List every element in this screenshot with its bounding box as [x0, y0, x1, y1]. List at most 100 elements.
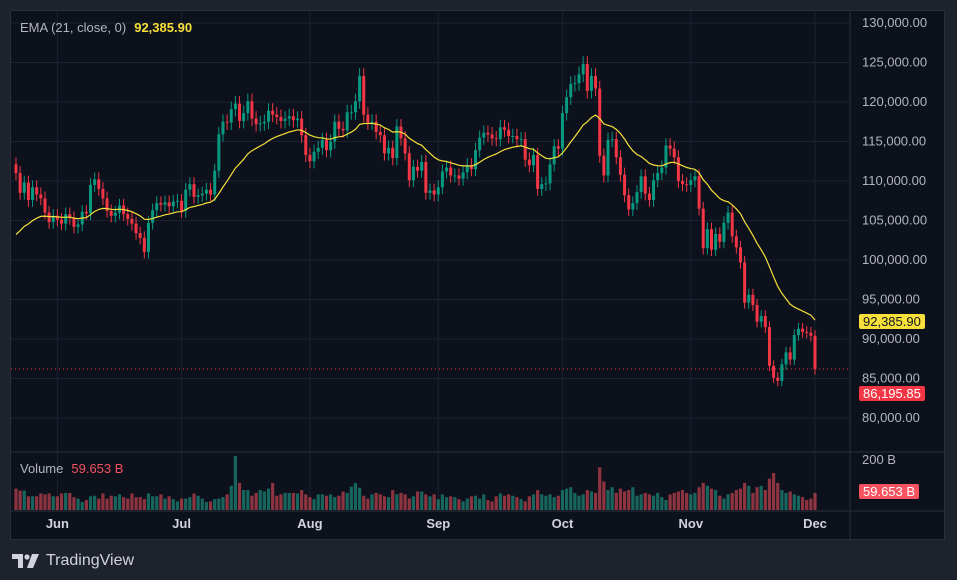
volume-bar — [163, 498, 167, 510]
volume-bar — [221, 497, 225, 510]
candle-down — [271, 110, 275, 115]
volume-bar — [324, 495, 329, 510]
candle-down — [300, 118, 304, 136]
candle-up — [440, 171, 444, 188]
candle-up — [759, 316, 763, 322]
volume-bar — [631, 487, 635, 510]
volume-bar — [353, 482, 358, 510]
y-tick-label: 120,000.00 — [862, 94, 927, 109]
candle-up — [461, 172, 465, 179]
volume-bar — [374, 492, 378, 510]
volume-bar — [486, 500, 490, 510]
volume-bar — [610, 487, 614, 510]
candle-down — [105, 198, 109, 212]
candle-up — [453, 175, 457, 177]
candle-up — [796, 328, 800, 336]
candle-up — [204, 189, 208, 194]
candle-down — [337, 121, 341, 129]
candle-down — [457, 175, 461, 179]
candle-down — [776, 377, 780, 381]
candle-down — [738, 247, 742, 263]
volume-bar — [651, 495, 656, 510]
candle-up — [349, 112, 353, 114]
candle-up — [573, 83, 577, 85]
volume-bar — [68, 492, 72, 510]
candle-down — [801, 328, 805, 332]
candle-up — [577, 74, 581, 84]
volume-bar — [358, 487, 362, 510]
candle-down — [809, 332, 813, 336]
candle-up — [531, 154, 535, 166]
candle-down — [602, 155, 606, 176]
volume-bar — [718, 495, 722, 510]
candle-down — [755, 305, 759, 322]
candle-up — [478, 137, 482, 151]
candle-up — [175, 200, 179, 202]
volume-bar — [511, 495, 515, 510]
volume-bar — [407, 498, 411, 510]
candle-down — [14, 164, 18, 174]
candle-up — [246, 101, 250, 114]
volume-bar — [560, 490, 565, 510]
volume-bar — [275, 495, 279, 510]
volume-bar — [213, 499, 217, 510]
candle-down — [366, 114, 370, 123]
candle-down — [598, 88, 602, 156]
candle-down — [503, 127, 506, 130]
candle-down — [676, 157, 680, 181]
candle-down — [254, 118, 258, 125]
volume-bar — [709, 488, 714, 510]
volume-bar — [316, 494, 320, 510]
tradingview-logo[interactable]: TradingView — [12, 552, 134, 570]
volume-bar — [117, 494, 122, 510]
candle-down — [407, 153, 411, 181]
volume-bar — [349, 486, 353, 510]
candle-up — [93, 179, 97, 185]
volume-tick-label: 200 B — [862, 452, 896, 467]
volume-bar — [449, 496, 453, 510]
volume-bar — [730, 492, 734, 510]
candle-up — [233, 103, 237, 110]
ema-price-tag: 92,385.90 — [859, 314, 925, 329]
candle-up — [296, 118, 299, 121]
volume-bar — [502, 495, 507, 510]
candle-down — [536, 154, 540, 189]
candle-up — [113, 212, 117, 216]
volume-bar — [440, 494, 444, 510]
candle-up — [445, 167, 449, 172]
candle-down — [697, 176, 701, 209]
volume-bar — [697, 487, 701, 510]
x-tick-label: Sep — [426, 516, 450, 531]
volume-bar — [200, 498, 204, 510]
volume-bar — [126, 498, 130, 510]
candle-down — [618, 157, 622, 175]
candle-down — [84, 211, 88, 214]
y-tick-label: 105,000.00 — [862, 213, 927, 228]
candle-up — [784, 352, 788, 365]
volume-bar — [722, 498, 726, 510]
candle-down — [238, 103, 242, 121]
volume-bar — [536, 490, 540, 510]
candle-down — [449, 167, 453, 176]
candle-down — [486, 132, 490, 135]
volume-bar — [540, 494, 544, 510]
candle-down — [681, 181, 685, 185]
candle-up — [705, 229, 709, 249]
volume-bar — [482, 494, 486, 510]
candle-down — [362, 75, 366, 115]
candle-up — [171, 201, 175, 207]
last-volume-tag: 59.653 B — [859, 484, 920, 499]
volume-bar — [593, 492, 598, 510]
x-tick-label: Dec — [803, 516, 827, 531]
candle-up — [540, 184, 544, 189]
volume-bar — [76, 498, 80, 510]
candles — [14, 56, 817, 387]
candle-up — [242, 113, 246, 121]
candle-up — [213, 170, 217, 195]
volume-bar — [47, 493, 51, 510]
candle-up — [333, 121, 337, 142]
volume-bar — [693, 492, 697, 510]
volume-bar — [225, 494, 229, 510]
volume-bar — [639, 494, 643, 510]
